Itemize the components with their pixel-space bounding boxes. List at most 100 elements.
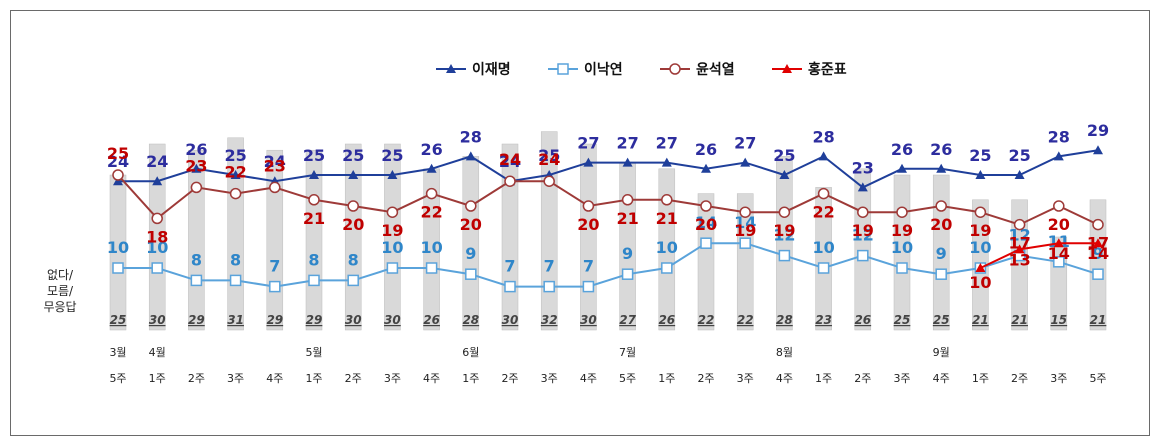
point bbox=[857, 249, 869, 262]
data-label: 8 bbox=[308, 250, 319, 269]
data-label: 10 bbox=[812, 238, 834, 257]
point bbox=[661, 262, 673, 274]
data-label: 29 bbox=[1087, 121, 1109, 140]
point bbox=[504, 175, 516, 187]
bar-value-label: 26 bbox=[658, 313, 675, 327]
week-label: 2주 bbox=[188, 372, 205, 385]
data-label: 26 bbox=[185, 140, 207, 159]
month-label: 3월 bbox=[109, 346, 126, 359]
week-label: 5주 bbox=[1089, 372, 1106, 385]
data-label: 22 bbox=[224, 163, 246, 182]
bar-group: 25 30 29 31 29 29 30 30 26 28 30 32 30 27 26 22 22 28 23 26… bbox=[110, 131, 1107, 331]
bar-value-label: 30 bbox=[149, 313, 166, 327]
bar-value-label: 25 bbox=[933, 313, 950, 327]
point bbox=[112, 262, 124, 274]
bar bbox=[462, 156, 480, 331]
point bbox=[897, 163, 907, 173]
point bbox=[935, 200, 947, 212]
point bbox=[857, 206, 869, 218]
data-label: 14 bbox=[1048, 244, 1070, 263]
bar-value-label: 23 bbox=[815, 313, 832, 327]
data-label: 28 bbox=[1048, 127, 1070, 146]
point bbox=[347, 274, 359, 287]
point bbox=[1053, 151, 1064, 161]
week-label: 4주 bbox=[776, 372, 793, 385]
bar-value-label: 30 bbox=[502, 313, 519, 327]
point bbox=[229, 187, 242, 200]
point bbox=[557, 63, 569, 75]
bar-value-label: 27 bbox=[619, 313, 636, 327]
data-label: 25 bbox=[303, 146, 325, 165]
week-label: 2주 bbox=[697, 372, 714, 385]
data-label: 24 bbox=[538, 150, 560, 169]
point bbox=[583, 157, 594, 167]
data-label: 28 bbox=[812, 127, 834, 146]
data-label: 20 bbox=[930, 215, 952, 234]
point bbox=[778, 206, 791, 218]
data-label: 24 bbox=[264, 152, 286, 171]
data-label: 24 bbox=[499, 150, 521, 169]
point bbox=[348, 170, 359, 179]
data-label: 10 bbox=[107, 238, 129, 257]
bar-value-label: 26 bbox=[423, 313, 440, 327]
data-label: 7 bbox=[504, 257, 515, 276]
data-label: 20 bbox=[1048, 215, 1070, 234]
point bbox=[896, 262, 908, 274]
bar bbox=[1089, 199, 1107, 331]
data-label: 19 bbox=[969, 221, 991, 240]
data-label: 10 bbox=[146, 238, 168, 257]
point bbox=[465, 200, 477, 212]
data-label: 26 bbox=[420, 140, 442, 159]
data-label: 12 bbox=[773, 226, 795, 245]
series-line bbox=[118, 149, 1099, 189]
month-label: 5월 bbox=[305, 346, 322, 359]
bar bbox=[932, 174, 950, 331]
data-label: 19 bbox=[381, 221, 403, 240]
data-label: 10 bbox=[381, 238, 403, 257]
point bbox=[817, 262, 830, 274]
series-이낙연: 1010887881010977791014141210121091012119 bbox=[107, 213, 1104, 293]
point bbox=[543, 175, 555, 187]
point bbox=[465, 268, 477, 280]
point bbox=[782, 64, 792, 73]
point bbox=[347, 200, 359, 212]
point bbox=[151, 262, 163, 274]
point bbox=[190, 181, 203, 194]
data-label: 24 bbox=[146, 152, 168, 171]
data-label: 24 bbox=[499, 152, 521, 171]
bar-value-label: 15 bbox=[1050, 313, 1067, 327]
bar bbox=[580, 143, 597, 331]
bar-series-label: 모름/ bbox=[47, 284, 74, 298]
point bbox=[935, 268, 947, 280]
point bbox=[700, 200, 712, 212]
point bbox=[308, 274, 320, 287]
week-label: 4주 bbox=[266, 372, 283, 385]
data-label: 13 bbox=[1008, 250, 1030, 269]
bar bbox=[815, 187, 832, 331]
point bbox=[669, 63, 681, 75]
point bbox=[543, 280, 555, 293]
legend-label: 이재명 bbox=[472, 61, 511, 78]
point bbox=[582, 280, 595, 293]
data-label: 25 bbox=[342, 146, 364, 165]
point bbox=[151, 212, 163, 225]
bar bbox=[501, 143, 519, 331]
legend-label: 이낙연 bbox=[584, 61, 623, 78]
data-label: 27 bbox=[734, 134, 756, 153]
point bbox=[230, 170, 241, 179]
data-label: 25 bbox=[107, 144, 129, 163]
data-label: 8 bbox=[191, 250, 202, 269]
data-label: 26 bbox=[695, 140, 717, 159]
data-label: 21 bbox=[656, 209, 678, 228]
data-label: 10 bbox=[656, 238, 678, 257]
data-label: 8 bbox=[230, 250, 241, 269]
data-label: 23 bbox=[852, 158, 874, 177]
bar-value-label: 25 bbox=[110, 313, 127, 327]
bar bbox=[384, 143, 401, 331]
point bbox=[622, 157, 633, 167]
data-label: 25 bbox=[381, 146, 403, 165]
data-label: 23 bbox=[185, 156, 207, 175]
data-label: 9 bbox=[465, 244, 476, 263]
